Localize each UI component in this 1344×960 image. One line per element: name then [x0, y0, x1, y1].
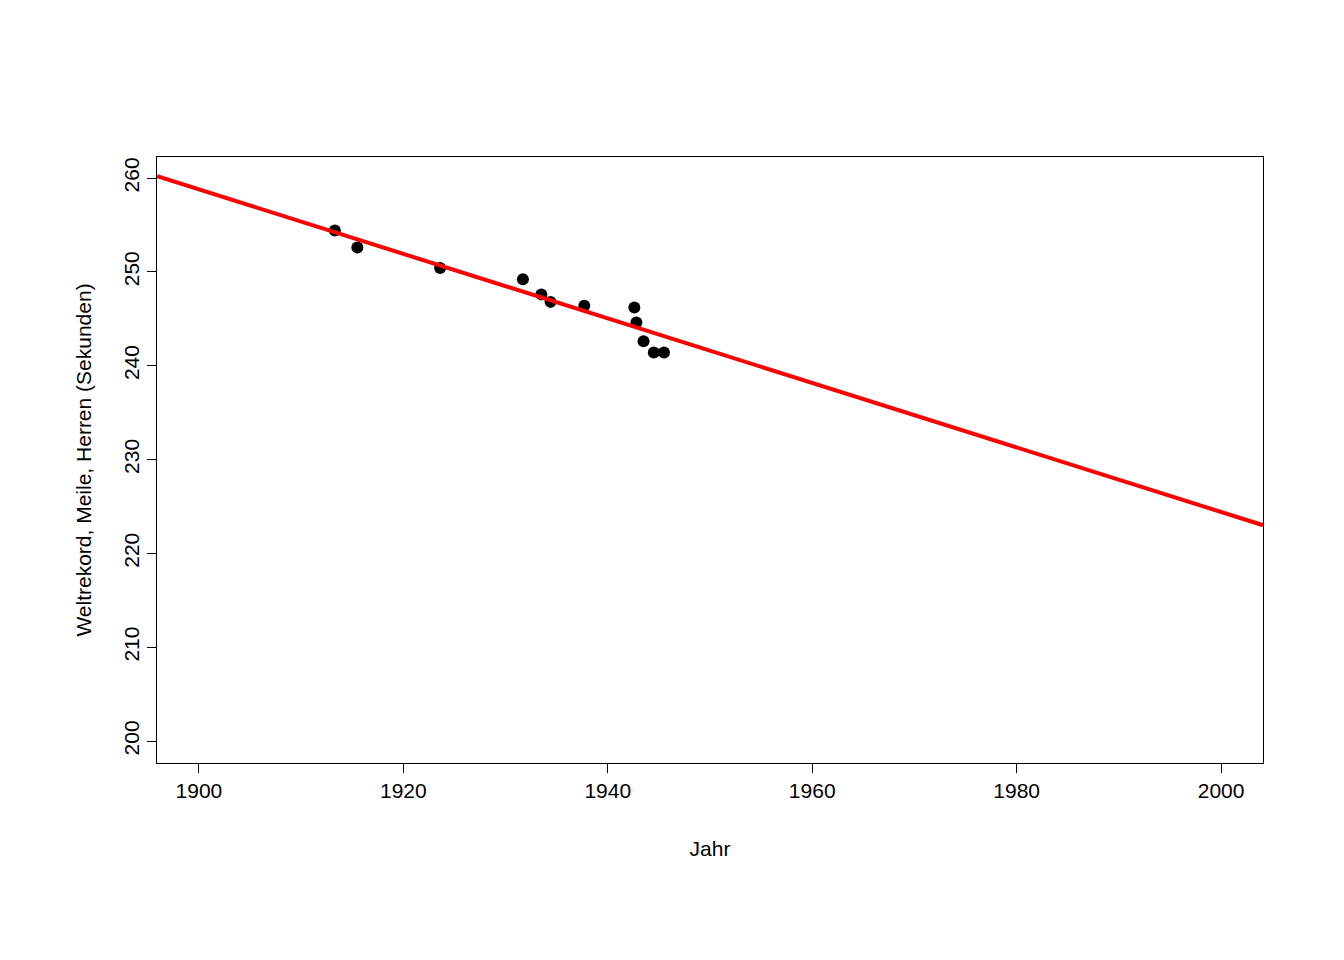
- svg-text:250: 250: [120, 251, 143, 286]
- svg-text:210: 210: [120, 627, 143, 662]
- svg-text:240: 240: [120, 345, 143, 380]
- svg-text:230: 230: [120, 439, 143, 474]
- svg-text:1920: 1920: [380, 779, 427, 802]
- svg-text:1900: 1900: [176, 779, 223, 802]
- svg-text:Weltrekord, Meile, Herren (Sek: Weltrekord, Meile, Herren (Sekunden): [72, 283, 95, 636]
- svg-text:1980: 1980: [993, 779, 1040, 802]
- svg-text:Jahr: Jahr: [690, 837, 731, 860]
- svg-text:260: 260: [120, 157, 143, 192]
- svg-text:200: 200: [120, 720, 143, 755]
- svg-text:2000: 2000: [1198, 779, 1245, 802]
- svg-text:1960: 1960: [789, 779, 836, 802]
- svg-text:1940: 1940: [584, 779, 631, 802]
- svg-text:220: 220: [120, 533, 143, 568]
